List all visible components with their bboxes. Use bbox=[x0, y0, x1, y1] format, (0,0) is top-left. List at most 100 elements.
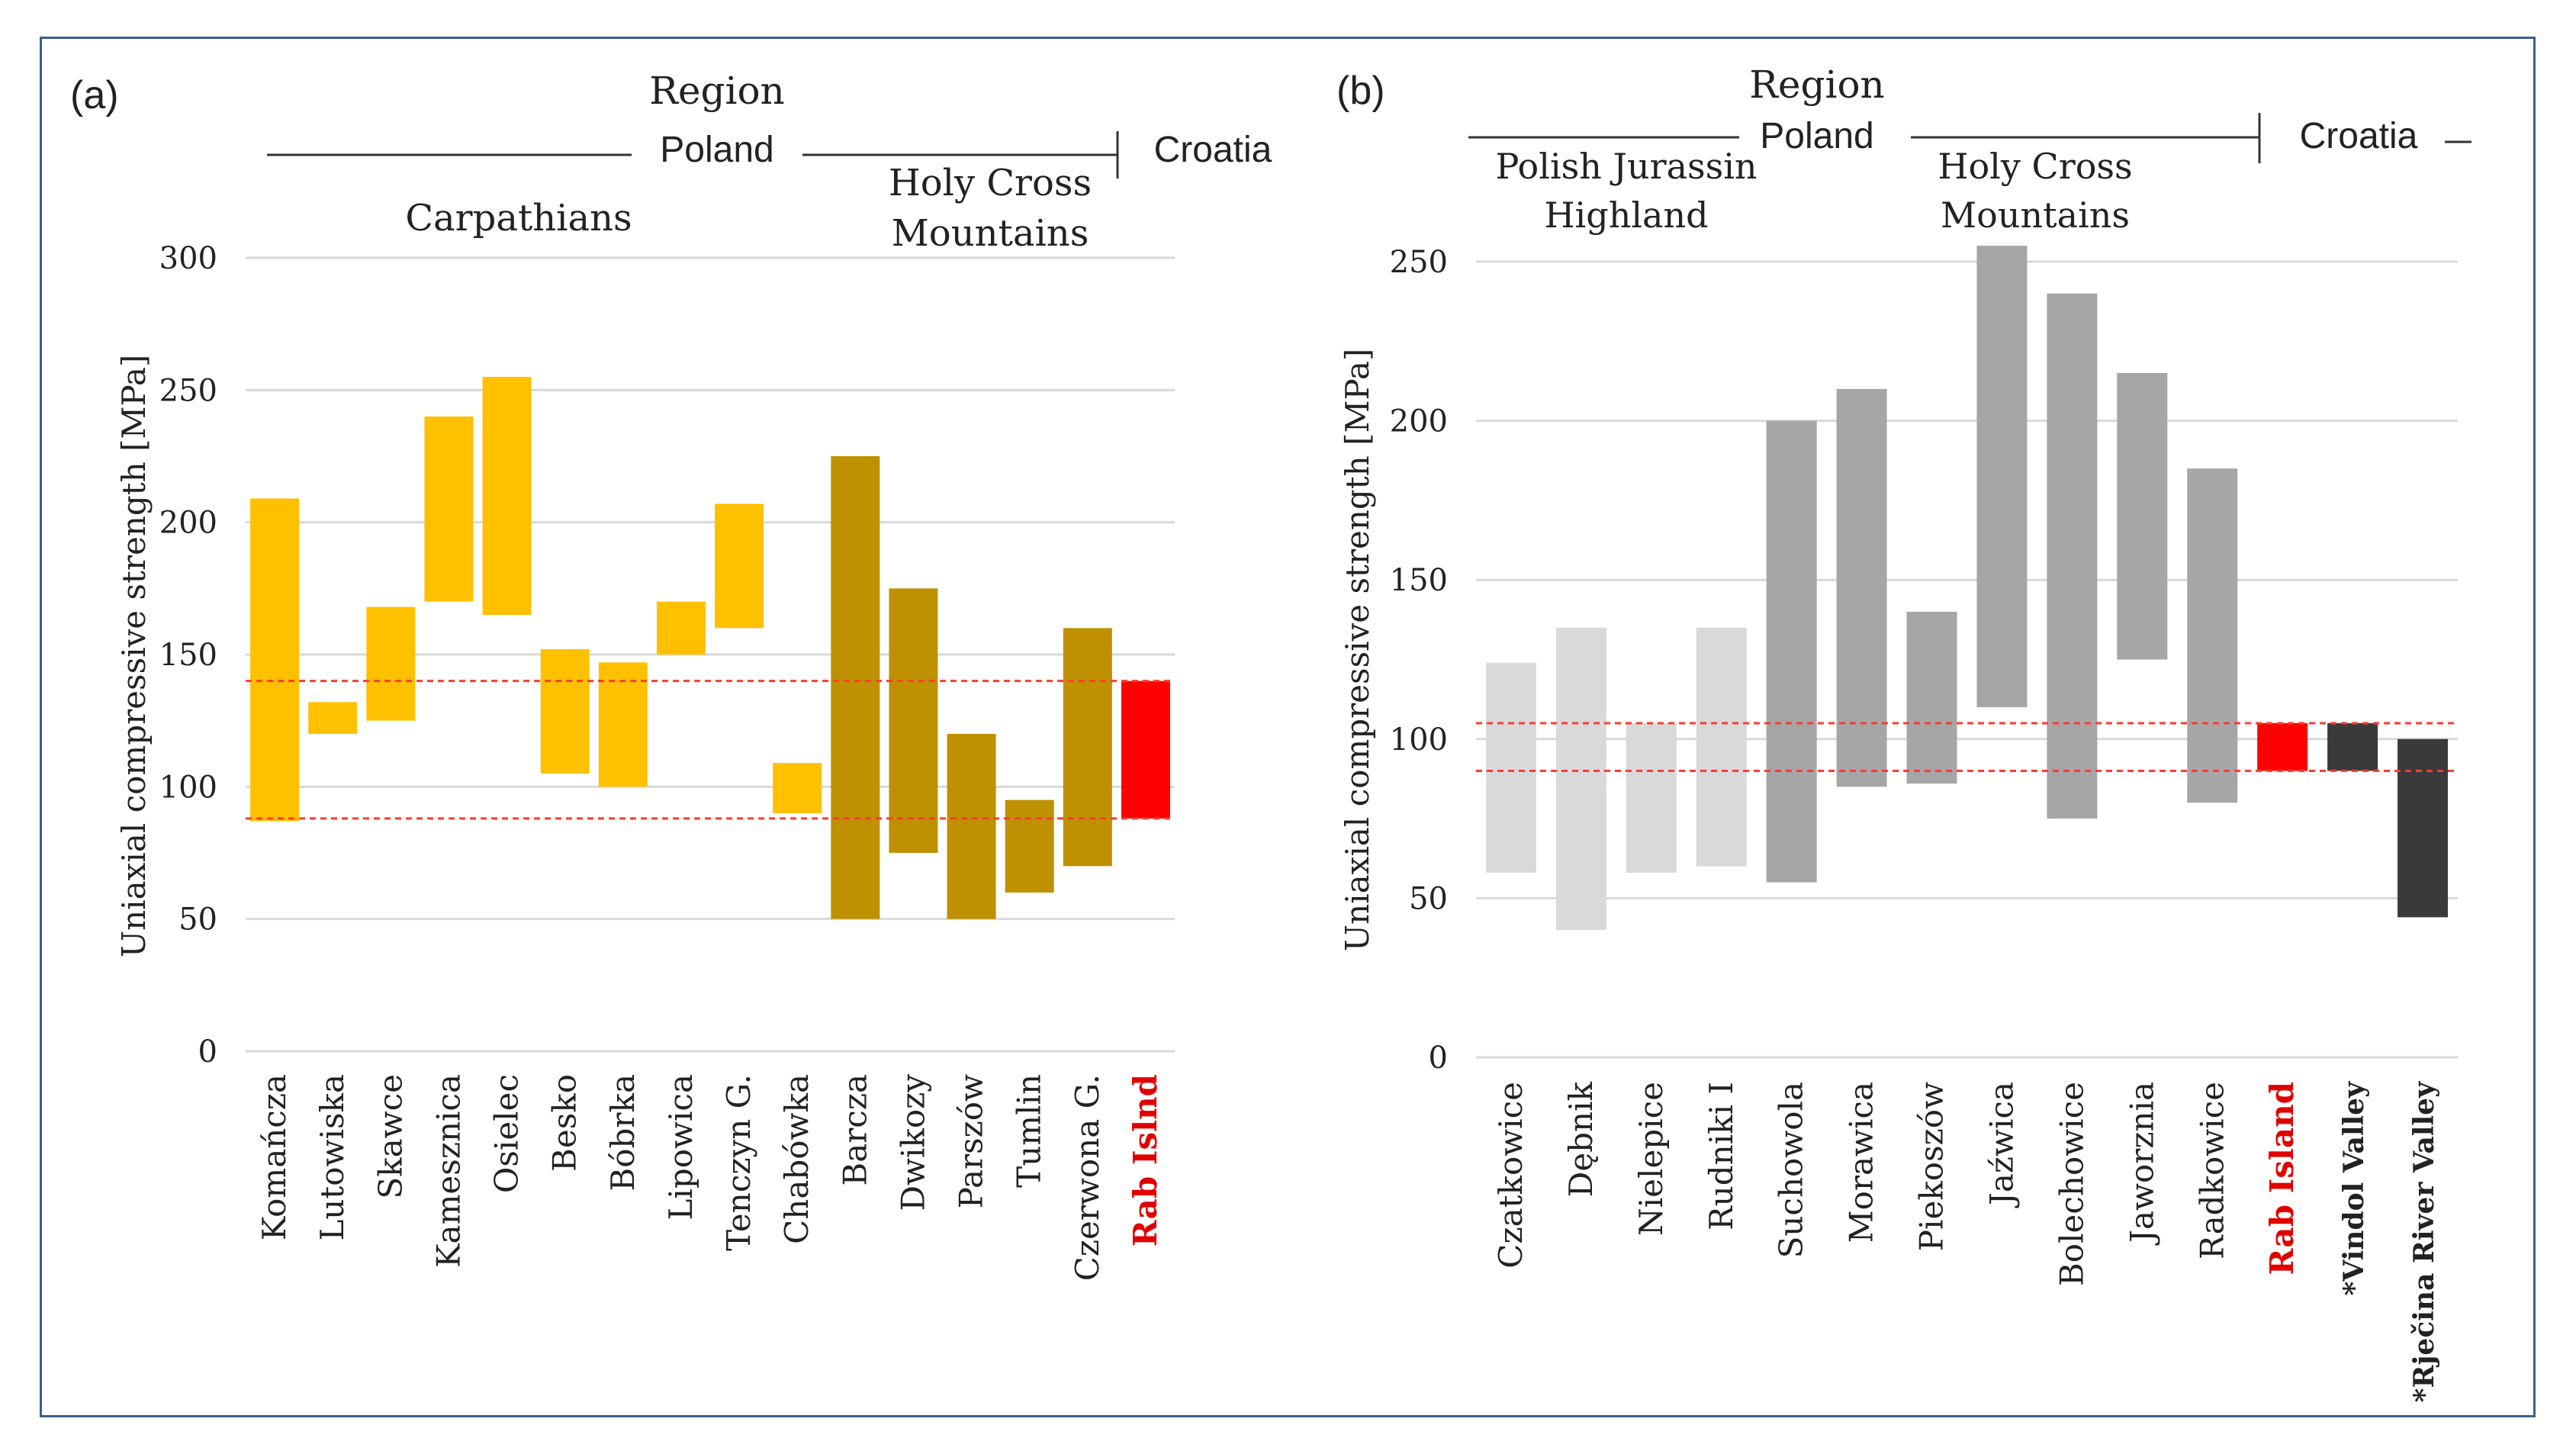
panel-b-label: (b) bbox=[1336, 69, 1385, 113]
x-tick-label: Besko bbox=[546, 1074, 584, 1172]
x-tick-label: Parszów bbox=[953, 1074, 990, 1208]
x-tick-label: Kamesznica bbox=[429, 1074, 467, 1268]
panel-b-y-axis-label: Uniaxial compressive strength [MPa] bbox=[1339, 349, 1376, 952]
x-tick-label: Barcza bbox=[836, 1074, 873, 1186]
bar-nielepice bbox=[1626, 722, 1677, 873]
x-tick-label: Morawica bbox=[1843, 1082, 1880, 1243]
x-tick-label: Tumlin bbox=[1011, 1074, 1048, 1188]
bar-chab-wka bbox=[773, 763, 822, 813]
panel-a-bars bbox=[250, 377, 1170, 919]
x-tick-label: Bóbrka bbox=[604, 1074, 642, 1192]
bar-morawica bbox=[1836, 388, 1887, 787]
x-tick-label: Jaźwica bbox=[1983, 1082, 2020, 1208]
panel-a-label: (a) bbox=[70, 73, 119, 117]
bar-rab-islnd bbox=[1121, 680, 1170, 819]
panel-b-country-poland: Poland bbox=[1760, 116, 1873, 156]
x-tick-label: Rab Islnd bbox=[1127, 1074, 1164, 1247]
bar-ja-wica bbox=[1976, 246, 2028, 708]
x-tick-label: Tenczyn G. bbox=[720, 1074, 757, 1251]
bar-parsz-w bbox=[947, 734, 996, 919]
bar-lipowica bbox=[656, 601, 706, 655]
panel-b-country-croatia: Croatia bbox=[2300, 116, 2418, 156]
x-tick-label: Piekoszów bbox=[1913, 1082, 1950, 1251]
bar-b-brka bbox=[598, 662, 648, 787]
bar-lutowiska bbox=[308, 702, 358, 734]
bar-skawce bbox=[366, 606, 416, 721]
panel-b-subregion-holy-cross: Holy Cross Mountains bbox=[1938, 146, 2132, 236]
panel-b-y-ticks: 0 50 100 150 200 250 bbox=[1390, 245, 1448, 1076]
bar-czerwona-g- bbox=[1063, 628, 1112, 867]
x-tick-label: Czerwona G. bbox=[1069, 1074, 1106, 1281]
bar-besko bbox=[540, 649, 590, 774]
x-tick-label: Lipowica bbox=[662, 1074, 699, 1220]
x-tick-label: Radkowice bbox=[2193, 1082, 2230, 1259]
bar-koma-cza bbox=[250, 498, 300, 822]
x-tick-label: Skawce bbox=[371, 1074, 409, 1199]
panel-a-y-ticks: 0 50 100 150 200 250 300 bbox=[159, 241, 217, 1070]
bar-d-bnik bbox=[1555, 627, 1606, 931]
panel-a-y-axis-label: Uniaxial compressive strength [MPa] bbox=[115, 355, 153, 958]
bar-tenczyn-g- bbox=[715, 503, 764, 629]
y-tick-label: 300 bbox=[159, 241, 217, 276]
panel-a-reference-lines bbox=[246, 680, 1175, 820]
panel-b-gridlines bbox=[1476, 260, 2458, 1059]
panel-a-country-croatia: Croatia bbox=[1154, 130, 1272, 170]
panel-a-subregion-carpathians: Carpathians bbox=[405, 197, 632, 240]
bar--rje-ina-river-valley bbox=[2398, 738, 2449, 918]
panel-a-subregion-holy-cross: Holy Cross Mountains bbox=[889, 162, 1092, 255]
bar-osielec bbox=[482, 377, 532, 615]
x-tick-label: Osielec bbox=[488, 1074, 526, 1193]
panel-b-region-title: Region bbox=[1749, 63, 1885, 107]
bar-jaworznia bbox=[2117, 373, 2168, 660]
panel-b-subregion-jurassin: Polish Jurassin Highland bbox=[1495, 146, 1757, 236]
bar-czatkowice bbox=[1485, 662, 1536, 873]
y-tick-label: 200 bbox=[1390, 404, 1448, 439]
figure-frame bbox=[40, 37, 2536, 1417]
bar--vindol-valley bbox=[2327, 722, 2378, 771]
panel-a-region-title: Region bbox=[649, 69, 785, 113]
panel-b-bars bbox=[1485, 246, 2449, 931]
x-tick-label: Dębnik bbox=[1562, 1081, 1600, 1197]
y-tick-label: 100 bbox=[1390, 722, 1448, 758]
x-tick-label: Czatkowice bbox=[1492, 1082, 1529, 1269]
bar-suchowola bbox=[1766, 420, 1817, 883]
x-tick-label: Komańcza bbox=[256, 1074, 293, 1240]
y-tick-label: 0 bbox=[1429, 1041, 1448, 1076]
bar-kamesznica bbox=[424, 417, 474, 602]
bar-piekosz-w bbox=[1906, 611, 1957, 784]
panel-a-gridlines bbox=[246, 256, 1175, 1053]
panel-b-x-labels: Czatkowice Dębnik Nielepice Rudniki I Suchow… bbox=[1492, 1081, 2440, 1402]
bar-barcza bbox=[831, 456, 880, 919]
x-tick-label: Bolechowice bbox=[2053, 1082, 2090, 1286]
y-tick-label: 0 bbox=[198, 1034, 217, 1070]
y-tick-label: 100 bbox=[159, 770, 217, 805]
x-tick-label: Suchowola bbox=[1773, 1082, 1810, 1258]
bar-rab-island bbox=[2257, 722, 2308, 771]
y-tick-label: 200 bbox=[159, 506, 217, 541]
x-tick-label: *Rječina River Valley bbox=[2408, 1081, 2440, 1402]
panel-b-reference-lines bbox=[1476, 722, 2458, 773]
x-tick-label: Lutowiska bbox=[314, 1074, 351, 1241]
y-tick-label: 50 bbox=[178, 902, 217, 938]
panel-b: (b) Region Poland Croatia Polish Jurassi… bbox=[1336, 63, 2471, 1402]
y-tick-label: 250 bbox=[159, 373, 217, 408]
panel-a: (a) Region Poland Croatia Carpathians Ho… bbox=[70, 69, 1272, 1281]
bar-radkowice bbox=[2187, 468, 2238, 803]
y-tick-label: 50 bbox=[1409, 881, 1448, 916]
x-tick-label: Dwikozy bbox=[894, 1074, 931, 1211]
bar-rudniki-i bbox=[1696, 627, 1747, 867]
x-tick-label: Nielepice bbox=[1632, 1082, 1670, 1236]
bar-tumlin bbox=[1005, 799, 1054, 893]
bar-bolechowice bbox=[2047, 293, 2098, 819]
panel-a-x-labels: Komańcza Lutowiska Skawce Kamesznica Osielec… bbox=[256, 1074, 1164, 1282]
x-tick-label: Rudniki I bbox=[1703, 1082, 1740, 1230]
x-tick-label: Rab Island bbox=[2263, 1082, 2301, 1275]
panel-a-country-poland: Poland bbox=[660, 130, 773, 170]
x-tick-label: Jaworznia bbox=[2123, 1082, 2160, 1246]
y-tick-label: 150 bbox=[159, 638, 217, 673]
bar-dwikozy bbox=[889, 588, 938, 853]
y-tick-label: 250 bbox=[1390, 245, 1448, 280]
x-tick-label: Chabówka bbox=[778, 1074, 815, 1244]
x-tick-label: *Vindol Valley bbox=[2338, 1081, 2370, 1296]
